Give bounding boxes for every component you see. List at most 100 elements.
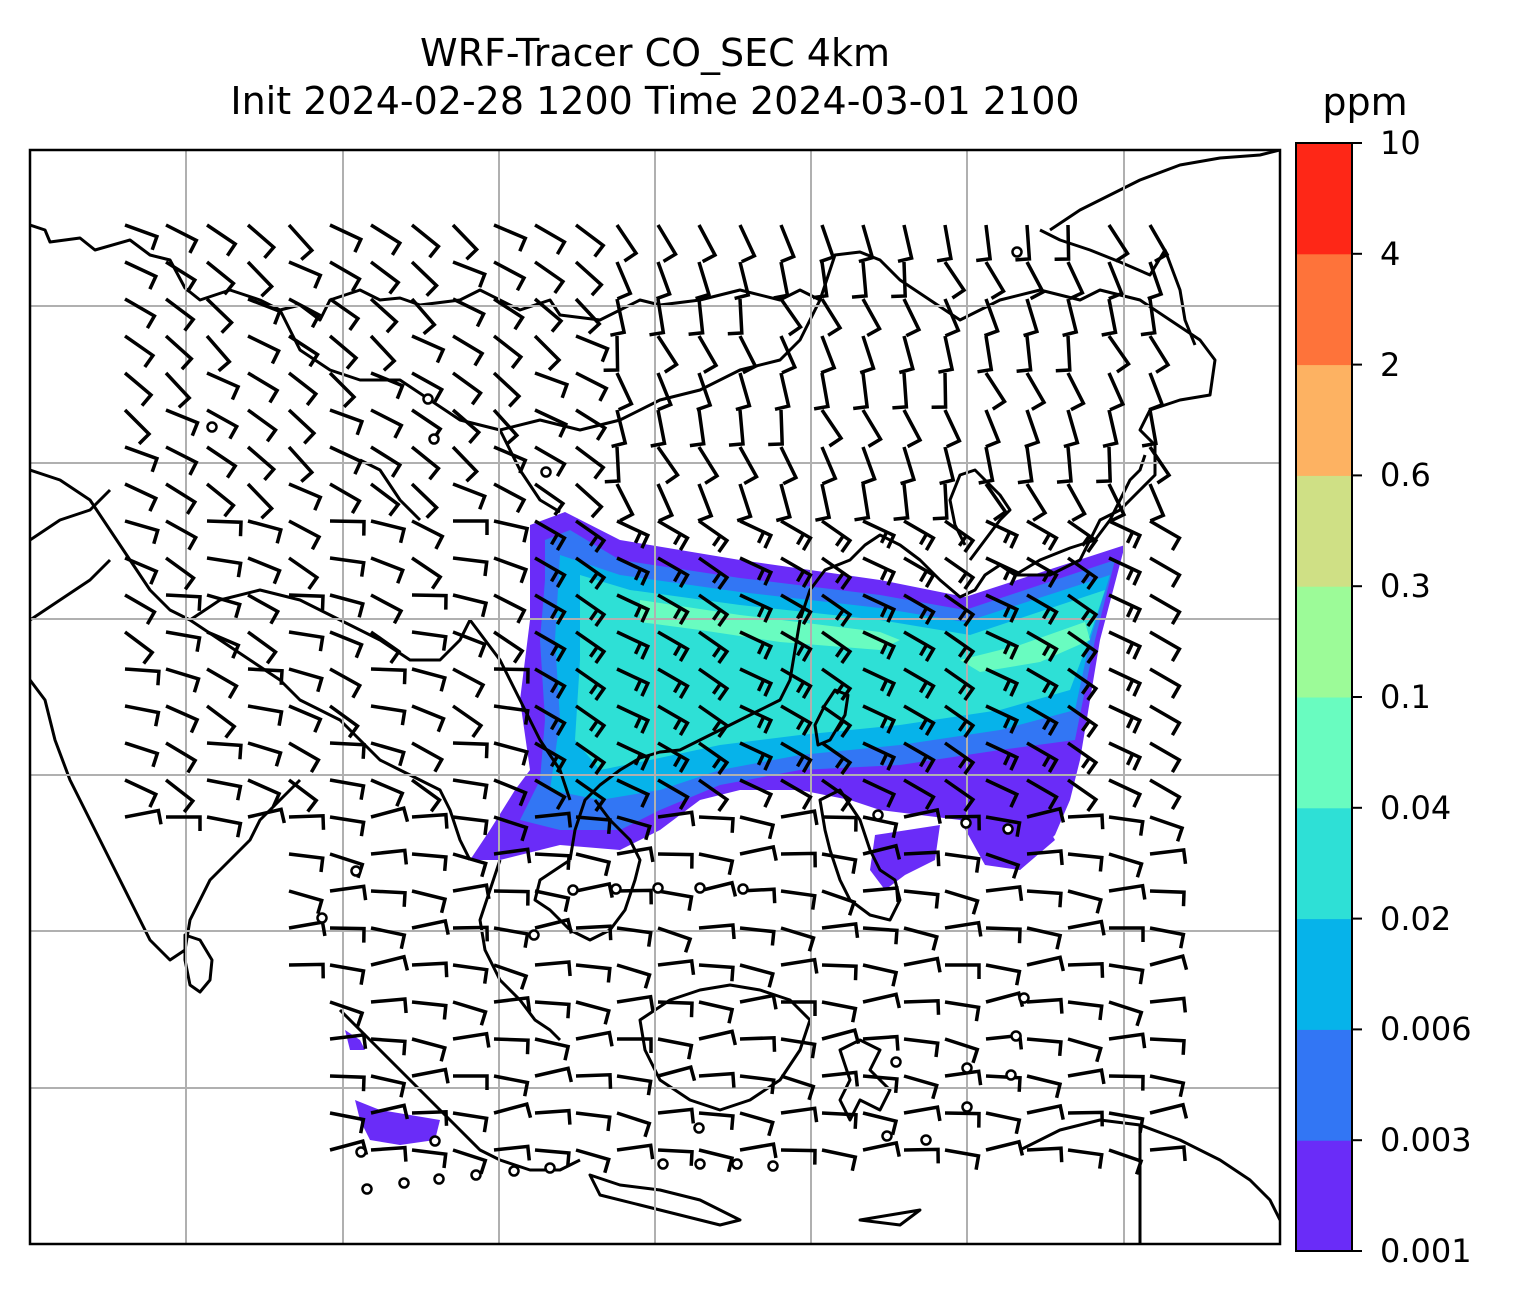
wind-barb <box>452 925 489 942</box>
wind-barb <box>656 372 673 412</box>
wind-barb <box>1066 556 1099 591</box>
wind-barb <box>898 335 915 375</box>
wind-barb <box>247 519 283 544</box>
calm-wind-marker <box>540 466 552 478</box>
wind-barb <box>984 372 1007 411</box>
wind-barb <box>985 630 1020 660</box>
wind-barb <box>410 297 437 336</box>
wind-barb <box>1108 741 1143 771</box>
wind-barb <box>657 889 694 911</box>
wind-barb <box>452 260 487 288</box>
wind-barb <box>616 519 651 549</box>
wind-barb <box>616 667 651 697</box>
wind-barb <box>697 630 730 665</box>
wind-barb <box>493 704 530 725</box>
wind-barb <box>452 1031 491 1048</box>
wind-barb <box>288 667 324 693</box>
wind-barb <box>575 1148 611 1174</box>
wind-barb <box>206 630 241 659</box>
wind-barb <box>615 261 633 301</box>
wind-barb <box>452 556 489 577</box>
wind-barb <box>820 298 843 337</box>
wind-barb <box>452 334 485 367</box>
wind-barb <box>779 297 803 337</box>
wind-barb <box>821 963 858 981</box>
wind-barb <box>328 371 357 409</box>
wind-barb <box>892 372 909 410</box>
wind-barb <box>1067 1037 1103 1063</box>
calm-wind-marker <box>652 882 664 894</box>
wind-barb <box>1149 741 1182 773</box>
wind-barb <box>977 335 994 374</box>
wind-barb <box>534 1066 574 1083</box>
wind-barb <box>820 335 837 375</box>
plume-peak-2 <box>960 622 1090 672</box>
colorbar-tick-label: 10 <box>1380 124 1421 162</box>
wind-barb <box>411 1067 450 1084</box>
wind-barb <box>206 667 239 699</box>
wind-barb <box>1026 1037 1063 1057</box>
wind-barb <box>370 1145 408 1162</box>
wind-barb <box>452 667 486 699</box>
wind-barb <box>575 1072 613 1089</box>
wind-barb <box>534 223 567 255</box>
wind-barb <box>247 334 281 365</box>
wind-barb <box>534 445 567 477</box>
wind-barb <box>779 224 796 264</box>
wind-barb <box>452 630 487 658</box>
wind-barb <box>1066 741 1099 776</box>
calm-wind-marker <box>508 1165 520 1177</box>
wind-barb <box>534 741 567 773</box>
wind-barb <box>206 778 243 801</box>
wind-barb <box>862 704 897 734</box>
wind-barb <box>370 806 410 823</box>
wind-barb <box>534 667 567 699</box>
wind-barb <box>452 1148 488 1175</box>
wind-barb <box>288 889 324 915</box>
wind-barb <box>1063 409 1080 449</box>
wind-barb <box>1107 334 1131 374</box>
wind-barb <box>943 556 976 591</box>
wind-barb <box>861 298 882 338</box>
calm-wind-marker <box>361 1183 373 1195</box>
wind-barb <box>780 704 813 736</box>
wind-barb <box>944 1148 981 1170</box>
wind-barb <box>124 741 160 768</box>
wind-barb <box>534 408 569 438</box>
coast-sumatra <box>338 1008 581 1172</box>
wind-barb <box>1066 704 1099 739</box>
wind-barb <box>369 297 399 334</box>
wind-barb <box>493 556 529 584</box>
wind-barb <box>411 889 448 914</box>
wind-barb <box>452 1111 489 1133</box>
wind-barb <box>1026 889 1063 908</box>
wind-barb <box>329 926 366 943</box>
wind-barb <box>329 556 366 577</box>
wind-barb <box>739 667 774 697</box>
wind-barb <box>1108 1111 1145 1133</box>
wind-barb <box>936 224 953 263</box>
wind-barb <box>813 372 830 411</box>
wind-barb <box>165 223 199 254</box>
wind-barb <box>903 593 936 625</box>
wind-barb <box>768 409 785 447</box>
wind-barb <box>123 334 156 369</box>
colorbar-tick-label: 0.006 <box>1380 1010 1472 1049</box>
wind-barb <box>697 593 730 628</box>
wind-barb <box>246 223 277 260</box>
colorbar-ticks <box>1352 142 1362 1252</box>
wind-barb <box>1108 778 1143 808</box>
wind-barb <box>657 810 696 827</box>
wind-barb <box>657 593 690 625</box>
wind-barb <box>862 667 897 697</box>
wind-barb <box>698 852 735 876</box>
wind-barb <box>1108 667 1143 697</box>
wind-barb <box>780 1148 817 1165</box>
wind-barb <box>1107 483 1127 523</box>
colorbar-tick-label: 4 <box>1380 234 1401 273</box>
wind-barb <box>493 667 530 684</box>
wind-barb <box>903 741 936 773</box>
wind-barb <box>329 445 364 475</box>
wind-barb <box>697 704 730 739</box>
wind-barb <box>1149 889 1186 907</box>
